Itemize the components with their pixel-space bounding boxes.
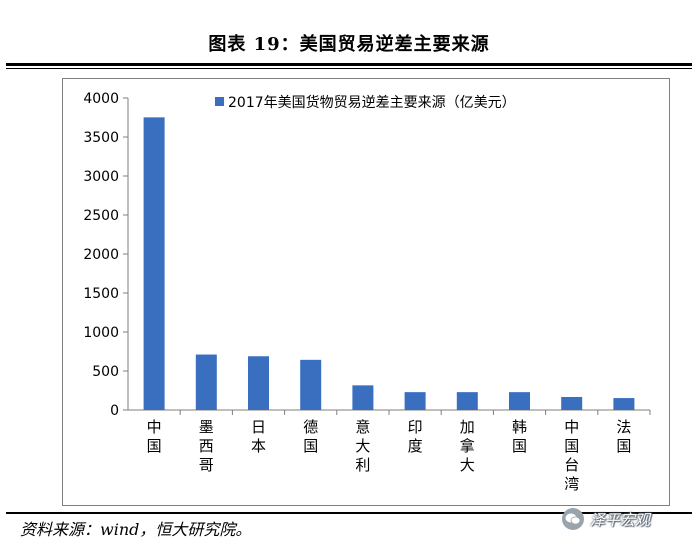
wechat-icon [562,508,584,530]
x-category-label: 墨西哥 [199,418,214,474]
y-tick-label: 500 [92,364,119,380]
title-divider-thin [6,68,692,69]
x-category-label: 德国 [303,418,318,455]
y-tick-label: 3000 [83,169,119,185]
legend-swatch [215,97,224,106]
watermark: 泽平宏观 [562,505,692,533]
bar [300,359,322,410]
x-category-label: 中国 [147,418,162,455]
bar [143,117,165,411]
bar [613,398,635,410]
watermark-text: 泽平宏观 [590,510,651,529]
footer-divider [6,512,692,514]
x-category-label: 日本 [251,418,266,455]
bar [456,392,478,410]
x-category-label: 中国台湾 [564,418,579,493]
x-category-label: 法国 [616,418,631,455]
bar [248,356,269,410]
page-title: 图表 19：美国贸易逆差主要来源 [208,34,490,55]
y-tick-label: 0 [110,403,119,419]
legend-label: 2017年美国货物贸易逆差主要来源（亿美元） [228,94,516,111]
bar [195,354,217,410]
bar [404,392,426,410]
source-note: 资料来源：wind，恒大研究院。 [20,520,252,539]
x-category-label: 加拿大 [460,418,475,474]
x-category-label: 意大利 [355,418,370,474]
x-category-label: 印度 [408,418,423,455]
y-tick-label: 1000 [83,325,119,341]
bar [352,385,374,410]
x-category-label: 韩国 [512,418,527,455]
chart-frame [62,78,670,506]
y-tick-label: 4000 [83,91,119,107]
y-tick-label: 2500 [83,208,119,224]
bar [509,392,530,410]
y-tick-label: 2000 [83,247,119,263]
title-divider [6,63,692,66]
bar [561,396,583,410]
y-tick-label: 1500 [83,286,119,302]
y-tick-label: 3500 [83,130,119,146]
